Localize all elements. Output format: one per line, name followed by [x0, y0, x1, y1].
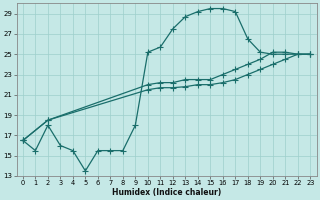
- X-axis label: Humidex (Indice chaleur): Humidex (Indice chaleur): [112, 188, 221, 197]
